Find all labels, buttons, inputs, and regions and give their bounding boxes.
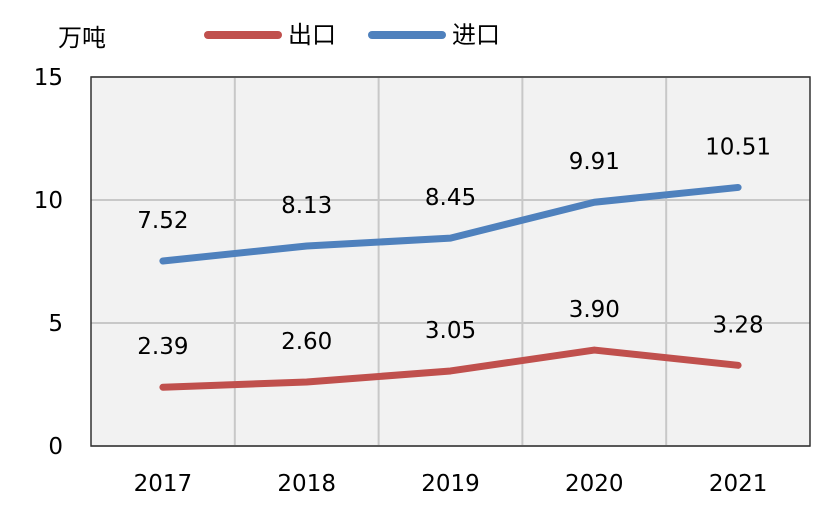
- data-label: 3.90: [569, 297, 620, 323]
- data-label: 3.28: [712, 312, 763, 338]
- data-label: 2.60: [281, 329, 332, 355]
- y-tick-label: 5: [48, 311, 63, 337]
- x-tick-label: 2017: [134, 471, 193, 497]
- x-tick-label: 2020: [565, 471, 624, 497]
- y-tick-label: 0: [48, 434, 63, 460]
- data-label: 8.45: [425, 185, 476, 211]
- plot-area: [91, 77, 810, 446]
- data-label: 10.51: [705, 134, 771, 160]
- data-labels: 2.39 2.60 3.05 3.90 3.28 7.52 8.13 8.45 9.91 10.5…: [137, 134, 771, 360]
- legend: 出口 进口: [204, 21, 500, 49]
- data-label: 2.39: [137, 334, 188, 360]
- data-label: 9.91: [569, 149, 620, 175]
- legend-label: 进口: [452, 21, 500, 49]
- y-axis-ticks: 0 5 10 15: [34, 65, 63, 460]
- x-axis-ticks: 2017 2018 2019 2020 2021: [134, 471, 768, 497]
- x-tick-label: 2021: [709, 471, 768, 497]
- plot-border: [90, 76, 811, 447]
- series-lines: [159, 183, 742, 391]
- x-tick-label: 2019: [421, 471, 480, 497]
- y-tick-label: 15: [34, 65, 63, 91]
- legend-label: 出口: [288, 21, 336, 49]
- y-unit-label: 万吨: [58, 24, 106, 52]
- data-label: 7.52: [137, 208, 188, 234]
- data-label: 8.13: [281, 193, 332, 219]
- x-tick-label: 2018: [277, 471, 336, 497]
- data-label: 3.05: [425, 318, 476, 344]
- y-tick-label: 10: [34, 188, 63, 214]
